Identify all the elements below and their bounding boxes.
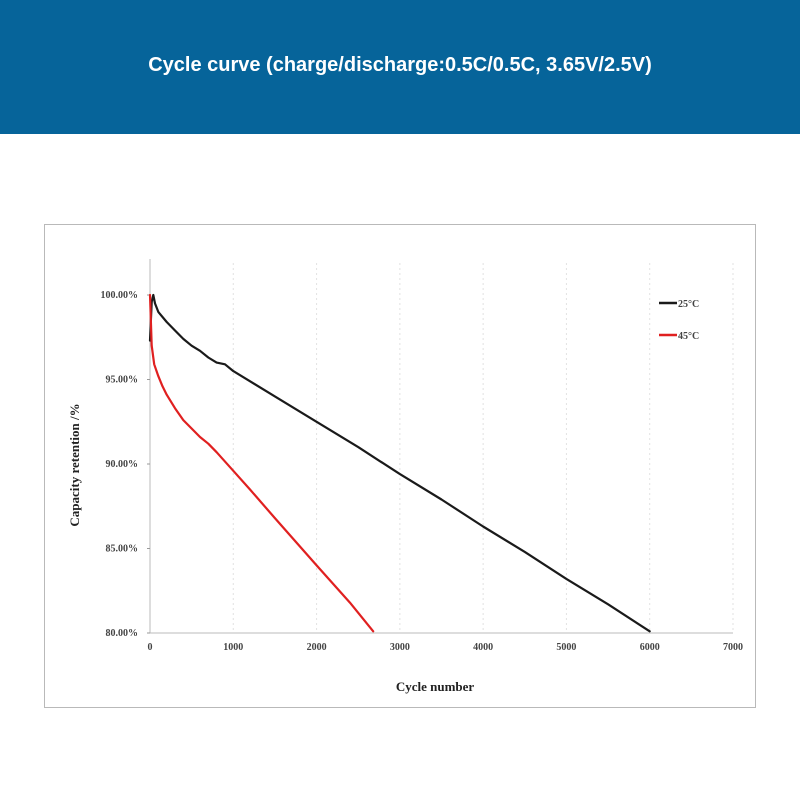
series-lines bbox=[148, 293, 651, 633]
x-tick-label: 0 bbox=[148, 642, 153, 653]
cycle-curve-chart: 0 1000 2000 3000 4000 5000 6000 7000 80.00% 85.00… bbox=[67, 259, 744, 694]
y-tick-label: 85.00% bbox=[106, 544, 139, 555]
x-tick-label: 7000 bbox=[723, 642, 743, 653]
y-tick-label: 80.00% bbox=[106, 628, 139, 639]
tick-labels: 0 1000 2000 3000 4000 5000 6000 7000 80.00% 85.00… bbox=[101, 290, 744, 653]
chart-frame: 0 1000 2000 3000 4000 5000 6000 7000 80.00% 85.00… bbox=[44, 224, 756, 708]
header-banner: Cycle curve (charge/discharge:0.5C/0.5C,… bbox=[0, 0, 800, 134]
x-axis-label: Cycle number bbox=[396, 679, 475, 694]
page-title: Cycle curve (charge/discharge:0.5C/0.5C,… bbox=[148, 54, 652, 76]
x-tick-label: 6000 bbox=[640, 642, 660, 653]
y-tick-label: 95.00% bbox=[106, 375, 139, 386]
x-tick-label: 5000 bbox=[556, 642, 576, 653]
legend-label: 25°C bbox=[678, 299, 699, 310]
axes bbox=[149, 259, 733, 634]
y-tick-label: 90.00% bbox=[106, 459, 139, 470]
x-tick-label: 1000 bbox=[223, 642, 243, 653]
legend-label: 45°C bbox=[678, 331, 699, 342]
legend: 25°C 45°C bbox=[659, 299, 699, 342]
x-tick-label: 3000 bbox=[390, 642, 410, 653]
series-line-room-temp bbox=[148, 293, 651, 633]
grid-lines bbox=[232, 263, 734, 633]
x-tick-label: 2000 bbox=[307, 642, 327, 653]
y-axis-label: Capacity retention /% bbox=[67, 403, 82, 526]
x-tick-label: 4000 bbox=[473, 642, 493, 653]
series-line-high-temp bbox=[148, 293, 375, 633]
y-tick-label: 100.00% bbox=[101, 290, 139, 301]
